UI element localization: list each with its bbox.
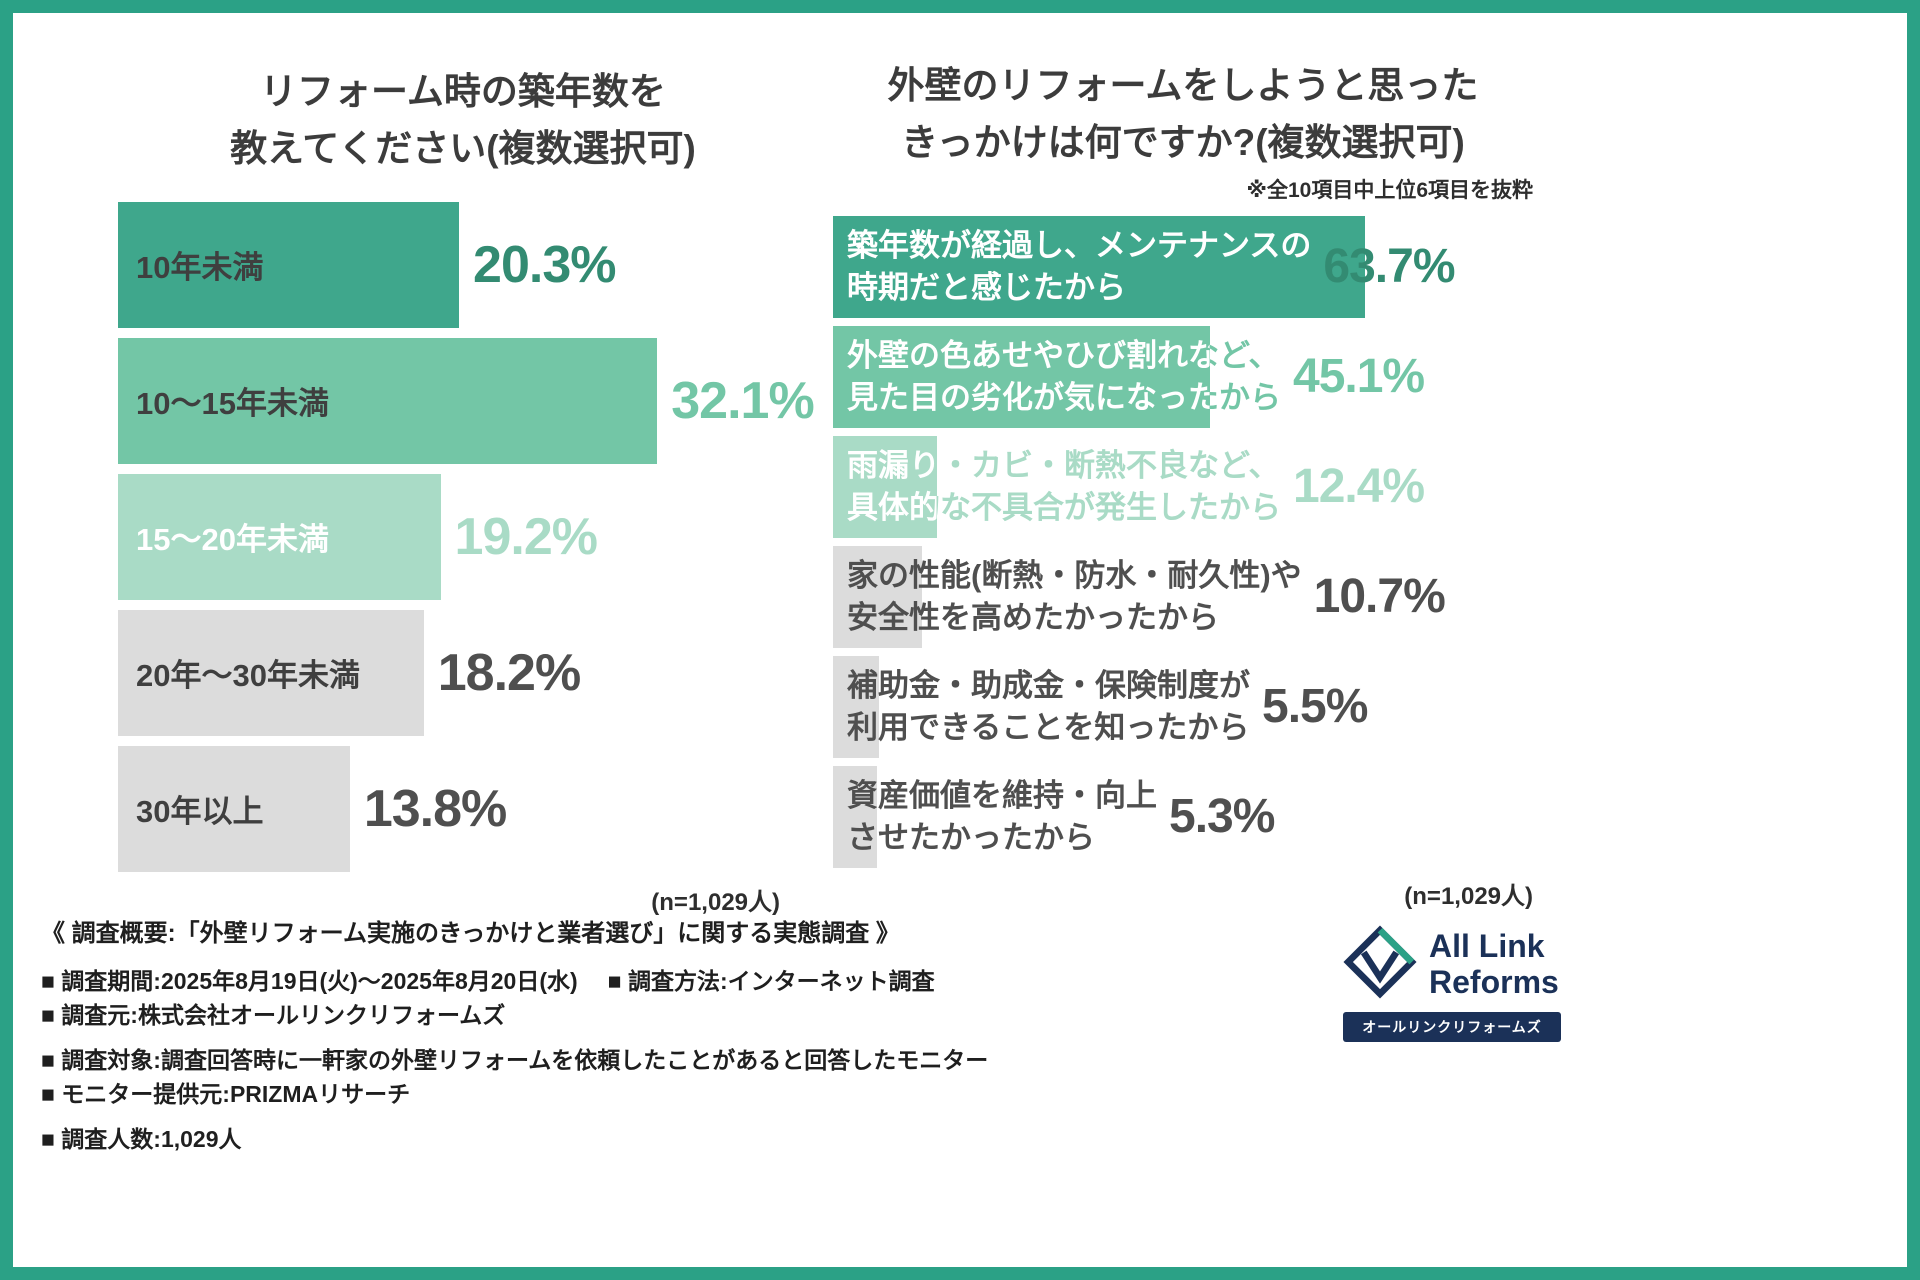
survey-target: ■ 調査対象:調査回答時に一軒家の外壁リフォームを依頼したことがあると回答したモ… — [41, 1047, 989, 1073]
bar-label-line1: 外壁の色あせやひび割れなど、 — [847, 337, 1280, 373]
survey-overview-line: ■ 調査人数:1,029人 — [41, 1120, 1336, 1154]
bar-value: 20.3% — [473, 235, 616, 294]
company-logo: All Link Reforms オールリンクリフォームズ — [1343, 925, 1561, 1042]
right-chart-title-line2: きっかけは何ですか?(複数選択可) — [901, 122, 1465, 164]
bar-label: 外壁の色あせやひび割れなど、 見た目の劣化が気になったから 外壁の色あせやひび割… — [833, 335, 1293, 419]
bar — [833, 215, 1365, 318]
bar-label-line2: 利用できることを知ったから — [847, 709, 1250, 745]
survey-overview-heading: 《 調査概要:「外壁リフォーム実施のきっかけと業者選び」に関する実態調査 》 — [41, 920, 900, 947]
bar-label: 20年〜30年未満 — [136, 658, 360, 694]
company-logo-name: All Link Reforms — [1429, 927, 1559, 1001]
bar-label: 家の性能(断熱・防水・耐久性)や 安全性を高めたかったから — [833, 555, 1314, 639]
bar-label-clipped: 外壁の色あせやひび割れなど、 見た目の劣化が気になったから — [847, 337, 1281, 415]
bar-label-line2: させたかったから — [847, 819, 1095, 855]
bar: 30年以上 — [118, 745, 350, 872]
chart-reform-trigger: 外壁のリフォームをしようと思った きっかけは何ですか?(複数選択可) ※全10項… — [833, 57, 1533, 911]
alllink-logo-mark-icon — [1343, 925, 1417, 1004]
bar-row: 15〜20年未満 19.2% — [118, 473, 808, 600]
left-chart-bars: 10年未満 20.3% 10〜15年未満 32.1% 15〜20年未満 19.2… — [118, 201, 815, 872]
bar-value: 5.3% — [1169, 790, 1275, 844]
bar-row: 外壁の色あせやひび割れなど、 見た目の劣化が気になったから 外壁の色あせやひび割… — [833, 325, 1533, 428]
company-logo-banner: オールリンクリフォームズ — [1343, 1012, 1561, 1042]
bar-label: 補助金・助成金・保険制度が 利用できることを知ったから — [833, 665, 1262, 749]
bar — [833, 765, 878, 868]
bar-value: 18.2% — [437, 643, 581, 702]
bar-label: 雨漏り・カビ・断熱不良など、 具体的な不具合が発生したから 雨漏り・カビ・断熱不… — [833, 445, 1293, 529]
bar-row: 20年〜30年未満 18.2% — [118, 609, 808, 736]
bar-value: 45.1% — [1293, 350, 1425, 404]
bar-value: 13.8% — [363, 779, 507, 838]
bar — [833, 545, 923, 648]
bar-label-line1: 資産価値を維持・向上 — [847, 777, 1157, 813]
bar-label: 資産価値を維持・向上 させたかったから — [833, 775, 1169, 859]
company-logo-top: All Link Reforms — [1343, 925, 1561, 1004]
survey-monitor-provider: ■ モニター提供元:PRIZMAリサーチ — [41, 1081, 411, 1107]
bar-label: 10〜15年未満 — [136, 386, 329, 422]
bar-label-line1: 築年数が経過し、メンテナンスの — [847, 227, 1312, 263]
bar-row: 雨漏り・カビ・断熱不良など、 具体的な不具合が発生したから 雨漏り・カビ・断熱不… — [833, 435, 1533, 538]
bar-label-line1: 家の性能(断熱・防水・耐久性)や — [847, 557, 1302, 593]
bar-row: 家の性能(断熱・防水・耐久性)や 安全性を高めたかったから 10.7% — [833, 545, 1533, 648]
survey-source: ■ 調査元:株式会社オールリンクリフォームズ — [41, 1002, 506, 1028]
bar-label-line2: 安全性を高めたかったから — [847, 599, 1219, 635]
bar: 20年〜30年未満 — [118, 609, 424, 736]
bar-label-line1: 補助金・助成金・保険制度が — [847, 667, 1250, 703]
company-logo-name-line1: All Link — [1429, 927, 1545, 964]
bar-value: 32.1% — [671, 371, 814, 430]
right-chart-title-line1: 外壁のリフォームをしようと思った — [887, 65, 1479, 106]
bar-value: 19.2% — [454, 507, 598, 566]
bar-label: 築年数が経過し、メンテナンスの 時期だと感じたから — [833, 225, 1323, 309]
right-chart-bars: 築年数が経過し、メンテナンスの 時期だと感じたから 63.7% 外壁の色あせやひ… — [833, 215, 1533, 868]
bar-row: 資産価値を維持・向上 させたかったから 5.3% — [833, 765, 1533, 868]
bar-row: 30年以上 13.8% — [118, 745, 808, 872]
bar-row: 10年未満 20.3% — [118, 201, 808, 328]
bar: 15〜20年未満 — [118, 473, 441, 600]
right-sample-size: (n=1,029人) — [1404, 882, 1533, 910]
bar-row: 築年数が経過し、メンテナンスの 時期だと感じたから 63.7% — [833, 215, 1533, 318]
bar-row: 10〜15年未満 32.1% — [118, 337, 815, 464]
left-chart-title-line2: 教えてください(複数選択可) — [230, 128, 696, 170]
bar-label: 15〜20年未満 — [136, 522, 329, 558]
bar-value: 5.5% — [1262, 680, 1368, 734]
bar-label-line2: 具体的な不具合が発生したから — [847, 489, 1281, 525]
bar: 10年未満 — [118, 201, 460, 328]
left-sample-size: (n=1,029人) — [651, 888, 780, 916]
bar-label-line1: 雨漏り・カビ・断熱不良など、 — [847, 447, 1280, 483]
survey-method: ■ 調査方法:インターネット調査 — [607, 968, 935, 994]
chart-building-age: リフォーム時の築年数を 教えてください(複数選択可) 10年未満 20.3% 1… — [118, 63, 815, 917]
bar-label: 30年以上 — [136, 794, 264, 830]
bar-label-line2: 時期だと感じたから — [847, 269, 1126, 305]
bar-label-line2: 見た目の劣化が気になったから — [847, 379, 1281, 415]
bar: 10〜15年未満 — [118, 337, 658, 464]
survey-overview-line: ■ 調査期間:2025年8月19日(火)〜2025年8月20日(水) ■ 調査方… — [41, 962, 1336, 1030]
survey-period: ■ 調査期間:2025年8月19日(火)〜2025年8月20日(水) — [41, 968, 578, 994]
bar — [833, 435, 937, 538]
bar-value: 63.7% — [1323, 240, 1455, 294]
survey-overview: 《 調査概要:「外壁リフォーム実施のきっかけと業者選び」に関する実態調査 》 ■… — [41, 913, 1336, 1165]
left-chart-title-line1: リフォーム時の築年数を — [260, 71, 666, 112]
right-chart-title: 外壁のリフォームをしようと思った きっかけは何ですか?(複数選択可) — [833, 57, 1533, 172]
bar-value: 10.7% — [1313, 570, 1446, 624]
bar — [833, 655, 879, 758]
survey-respondents: ■ 調査人数:1,029人 — [41, 1126, 242, 1152]
bar-row: 補助金・助成金・保険制度が 利用できることを知ったから 5.5% — [833, 655, 1533, 758]
bar-label: 10年未満 — [136, 250, 264, 286]
left-chart-title: リフォーム時の築年数を 教えてください(複数選択可) — [118, 63, 808, 178]
bar — [833, 325, 1210, 428]
company-logo-name-line2: Reforms — [1429, 963, 1559, 1000]
right-chart-note: ※全10項目中上位6項目を抜粋 — [1246, 178, 1533, 202]
bar-value: 12.4% — [1293, 460, 1425, 514]
survey-overview-line: ■ 調査対象:調査回答時に一軒家の外壁リフォームを依頼したことがあると回答したモ… — [41, 1041, 1336, 1109]
